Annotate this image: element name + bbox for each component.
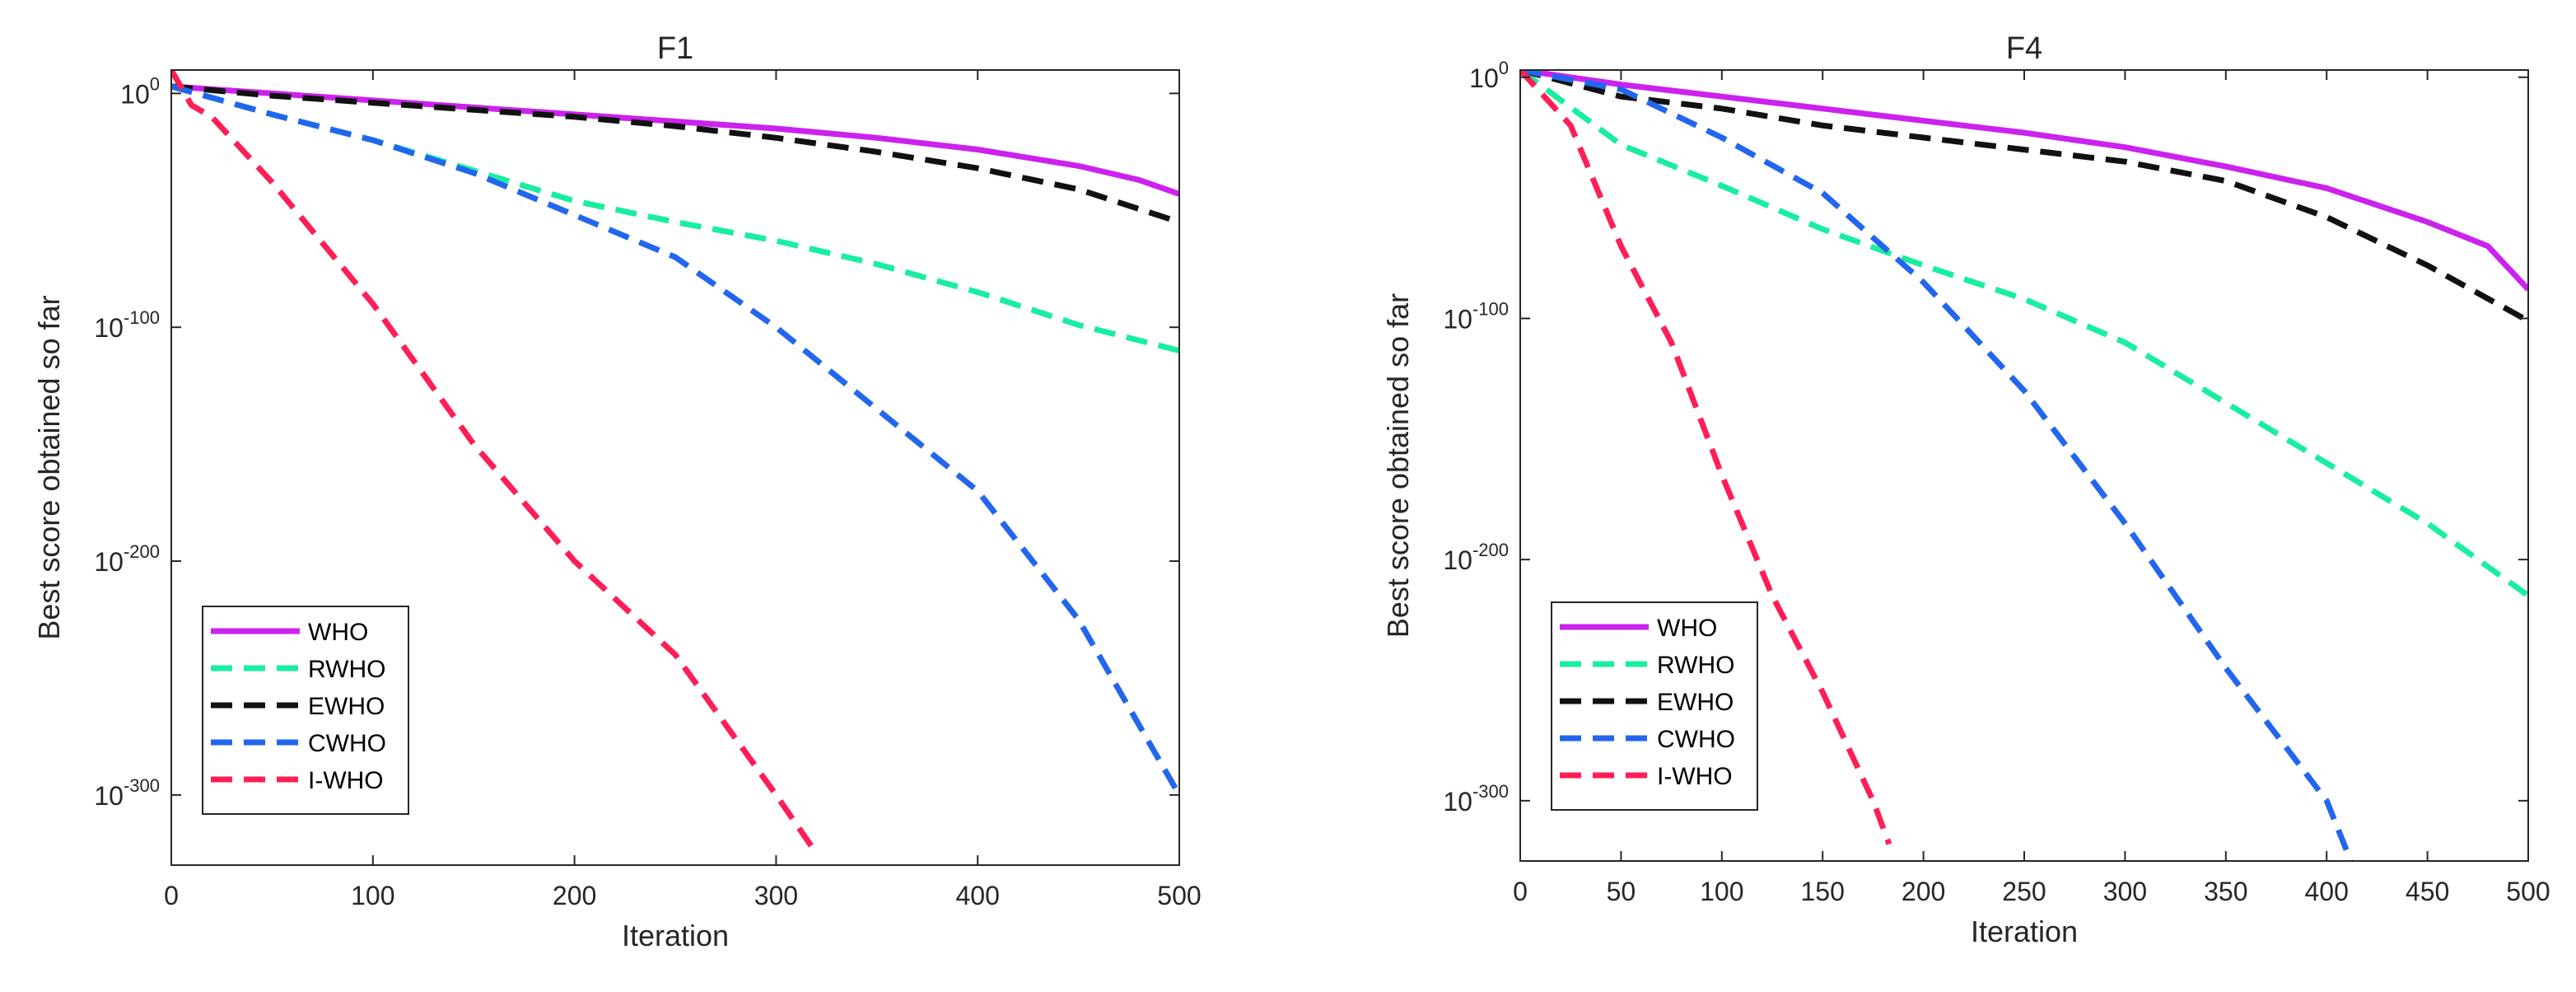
y-axis-title: Best score obtained so far (1381, 293, 1415, 638)
subplot-f1: 0 100 200 300 400 500 100 10-100 10-200 10-300 F1 I… (32, 31, 1202, 952)
x-tick-label: 150 (1801, 877, 1845, 906)
legend-label-cwho: CWHO (1657, 726, 1735, 753)
legend-box (202, 606, 409, 815)
x-tick-label: 100 (1700, 877, 1743, 906)
legend-label-rwho: RWHO (308, 656, 385, 683)
x-tick-label: 200 (553, 881, 596, 910)
series-line-ewho (1520, 70, 2528, 324)
axes-frame (170, 69, 1180, 866)
x-axis-title: Iteration (622, 919, 729, 952)
legend-box (1551, 601, 1758, 811)
y-tick-label: 10-300 (1443, 781, 1509, 817)
series-line-cwho (171, 83, 1179, 797)
y-tick-label: 100 (1469, 58, 1509, 93)
x-tick-label: 300 (2103, 877, 2147, 906)
legend: WHO RWHO EWHO CWHO I-WHO (202, 606, 409, 815)
series-line-i-who (171, 70, 819, 855)
y-tick-label: 10-100 (1443, 298, 1509, 334)
series-line-rwho (1520, 70, 2528, 598)
chart-title: F1 (657, 31, 693, 66)
x-tick-label: 400 (956, 881, 1000, 910)
y-tick-label: 10-200 (1443, 540, 1509, 575)
x-tick-label: 500 (1157, 881, 1201, 910)
x-tick-label: 100 (351, 881, 394, 910)
y-tick-label: 10-300 (94, 775, 160, 811)
legend-label-cwho: CWHO (308, 730, 386, 757)
series-line-who (1520, 70, 2528, 292)
legend-label-who: WHO (308, 619, 368, 646)
x-tick-label: 200 (1902, 877, 1945, 906)
y-tick-label: 10-100 (94, 307, 160, 343)
series-line-cwho (1520, 70, 2354, 861)
x-tick-label: 500 (2506, 877, 2550, 906)
legend-label-i-who: I-WHO (1657, 763, 1733, 790)
y-tick-label: 10-200 (94, 541, 160, 577)
y-tick-label: 100 (120, 73, 160, 109)
x-tick-label: 250 (2002, 877, 2046, 906)
x-tick-label: 0 (1513, 877, 1528, 906)
legend-label-who: WHO (1657, 615, 1717, 642)
subplot-f4: 0 50 100 150 200 250 300 350 400 450 500 100 10-100 1… (1381, 31, 2550, 948)
legend-label-ewho: EWHO (1657, 689, 1734, 716)
series-line-ewho (171, 83, 1179, 225)
series-group (1520, 70, 2528, 861)
x-tick-label: 400 (2305, 877, 2349, 906)
x-tick-label: 50 (1607, 877, 1636, 906)
legend: WHO RWHO EWHO CWHO I-WHO (1551, 601, 1758, 811)
x-axis-title: Iteration (1971, 915, 2078, 948)
legend-label-ewho: EWHO (308, 693, 385, 720)
x-tick-label: 0 (164, 881, 179, 910)
x-tick-label: 300 (754, 881, 798, 910)
legend-label-i-who: I-WHO (308, 767, 384, 794)
legend-label-rwho: RWHO (1657, 652, 1734, 679)
x-tick-label: 450 (2406, 877, 2449, 906)
x-tick-label: 350 (2204, 877, 2247, 906)
chart-title: F4 (2006, 31, 2042, 66)
y-axis-title: Best score obtained so far (32, 295, 66, 639)
series-line-i-who (1520, 70, 1892, 845)
series-group (171, 70, 1179, 855)
